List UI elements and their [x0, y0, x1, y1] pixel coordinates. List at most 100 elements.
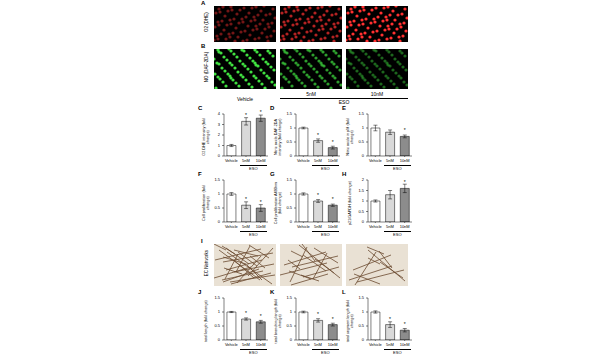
svg-text:1: 1 [290, 309, 293, 314]
svg-text:0.5: 0.5 [286, 139, 292, 144]
svg-text:10nM: 10nM [400, 158, 410, 163]
html-text:Cell proliferation A490nm (fol: Cell proliferation A490nm (fold change) [274, 181, 282, 225]
svg-text:*: * [404, 179, 406, 185]
svg-text:1.5: 1.5 [286, 295, 292, 300]
svg-text:0.5: 0.5 [214, 205, 220, 210]
svg-text:2: 2 [218, 132, 221, 137]
html-text:O2 (DHE): O2 (DHE) [203, 12, 209, 32]
svg-text:*: * [245, 112, 247, 118]
svg-text:2: 2 [362, 177, 365, 182]
svg-text:10nM: 10nM [328, 342, 338, 347]
svg-text:0: 0 [218, 153, 221, 158]
svg-text:*: * [332, 196, 334, 202]
svg-text:5nM: 5nM [242, 224, 250, 229]
svg-text:*: * [260, 199, 262, 205]
html-text:O2 DHE intensity (fold change): O2 DHE intensity (fold change) [202, 118, 210, 156]
svg-text:10nM: 10nM [256, 224, 266, 229]
html-text:ESO: ESO [249, 231, 258, 237]
svg-text:Vehicle: Vehicle [225, 342, 239, 347]
svg-text:1: 1 [218, 309, 221, 314]
html-text:ESO: ESO [249, 165, 258, 171]
svg-text:*: * [332, 316, 334, 322]
svg-text:Vehicle: Vehicle [225, 224, 239, 229]
svg-text:Vehicle: Vehicle [297, 224, 311, 229]
svg-text:1.5: 1.5 [214, 295, 220, 300]
svg-text:5nM: 5nM [314, 224, 322, 229]
svg-text:1.5: 1.5 [358, 188, 364, 193]
svg-text:0.5: 0.5 [358, 323, 364, 328]
svg-text:0.5: 0.5 [214, 323, 220, 328]
html-text:10nM: 10nM [370, 91, 384, 97]
svg-text:5nM: 5nM [386, 342, 394, 347]
svg-text:Vehicle: Vehicle [297, 158, 311, 163]
svg-text:0: 0 [218, 337, 221, 342]
svg-text:1: 1 [290, 125, 293, 130]
svg-text:*: * [260, 313, 262, 319]
svg-text:5nM: 5nM [242, 158, 250, 163]
svg-text:0.5: 0.5 [358, 209, 364, 214]
svg-text:10nM: 10nM [328, 224, 338, 229]
html-text:5nM: 5nM [306, 91, 316, 97]
svg-text:1.5: 1.5 [286, 177, 292, 182]
svg-text:0.5: 0.5 [358, 139, 364, 144]
html-text:ESO: ESO [321, 165, 330, 171]
svg-text:10nM: 10nM [328, 158, 338, 163]
svg-text:0: 0 [362, 153, 365, 158]
svg-text:Vehicle: Vehicle [369, 224, 383, 229]
svg-text:1: 1 [362, 198, 365, 203]
svg-text:1: 1 [362, 309, 365, 314]
svg-text:1: 1 [218, 191, 221, 196]
svg-text:*: * [317, 311, 319, 317]
html-text:total branching length (fold c: total branching length (fold change) [274, 298, 282, 344]
svg-text:0.5: 0.5 [286, 323, 292, 328]
svg-text:*: * [317, 192, 319, 198]
svg-text:Vehicle: Vehicle [225, 158, 239, 163]
svg-text:Vehicle: Vehicle [369, 342, 383, 347]
svg-text:5nM: 5nM [386, 158, 394, 163]
svg-text:1.5: 1.5 [358, 111, 364, 116]
svg-text:5nM: 5nM [386, 224, 394, 229]
svg-text:1: 1 [362, 125, 365, 130]
html-text:Cell proliferation (fold chang: Cell proliferation (fold change) [202, 185, 210, 221]
svg-text:1: 1 [290, 191, 293, 196]
svg-text:10nM: 10nM [400, 224, 410, 229]
svg-text:*: * [404, 127, 406, 133]
svg-text:0.5: 0.5 [286, 205, 292, 210]
svg-text:0: 0 [290, 337, 293, 342]
svg-text:*: * [404, 321, 406, 327]
svg-text:Vehicle: Vehicle [297, 342, 311, 347]
svg-text:5nM: 5nM [314, 342, 322, 347]
html-text:Nitric oxide DAF-2DA intensity: Nitric oxide DAF-2DA intensity (fold cha… [274, 119, 282, 156]
svg-text:10nM: 10nM [400, 342, 410, 347]
svg-text:*: * [260, 109, 262, 115]
svg-text:1.5: 1.5 [358, 295, 364, 300]
svg-text:0: 0 [218, 219, 221, 224]
svg-text:*: * [332, 139, 334, 145]
svg-text:Vehicle: Vehicle [369, 158, 383, 163]
html-text:NO (DAF-2DA): NO (DAF-2DA) [203, 51, 209, 83]
html-text:Vehicle: Vehicle [236, 96, 254, 102]
svg-text:0: 0 [290, 153, 293, 158]
svg-text:0: 0 [362, 337, 365, 342]
svg-text:3: 3 [218, 122, 221, 127]
svg-text:10nM: 10nM [256, 342, 266, 347]
svg-text:4: 4 [218, 111, 221, 116]
svg-text:1.5: 1.5 [286, 111, 292, 116]
svg-text:5nM: 5nM [242, 342, 250, 347]
html-text:ESO: ESO [321, 231, 330, 237]
svg-text:*: * [389, 316, 391, 322]
svg-text:10nM: 10nM [256, 158, 266, 163]
svg-text:5nM: 5nM [314, 158, 322, 163]
svg-text:*: * [245, 196, 247, 202]
svg-text:*: * [317, 132, 319, 138]
svg-text:*: * [245, 310, 247, 316]
html-text:ESO: ESO [393, 165, 402, 171]
svg-text:0: 0 [290, 219, 293, 224]
html-text:Nitric oxide in pM (fold chang: Nitric oxide in pM (fold change) [346, 118, 354, 156]
svg-text:1.5: 1.5 [214, 177, 220, 182]
html-text:ESO: ESO [393, 231, 402, 237]
html-text:total segment length (fold cha: total segment length (fold change) [346, 299, 354, 343]
html-text:ESO: ESO [338, 99, 350, 105]
svg-text:1: 1 [218, 143, 221, 148]
svg-text:0: 0 [362, 219, 365, 224]
